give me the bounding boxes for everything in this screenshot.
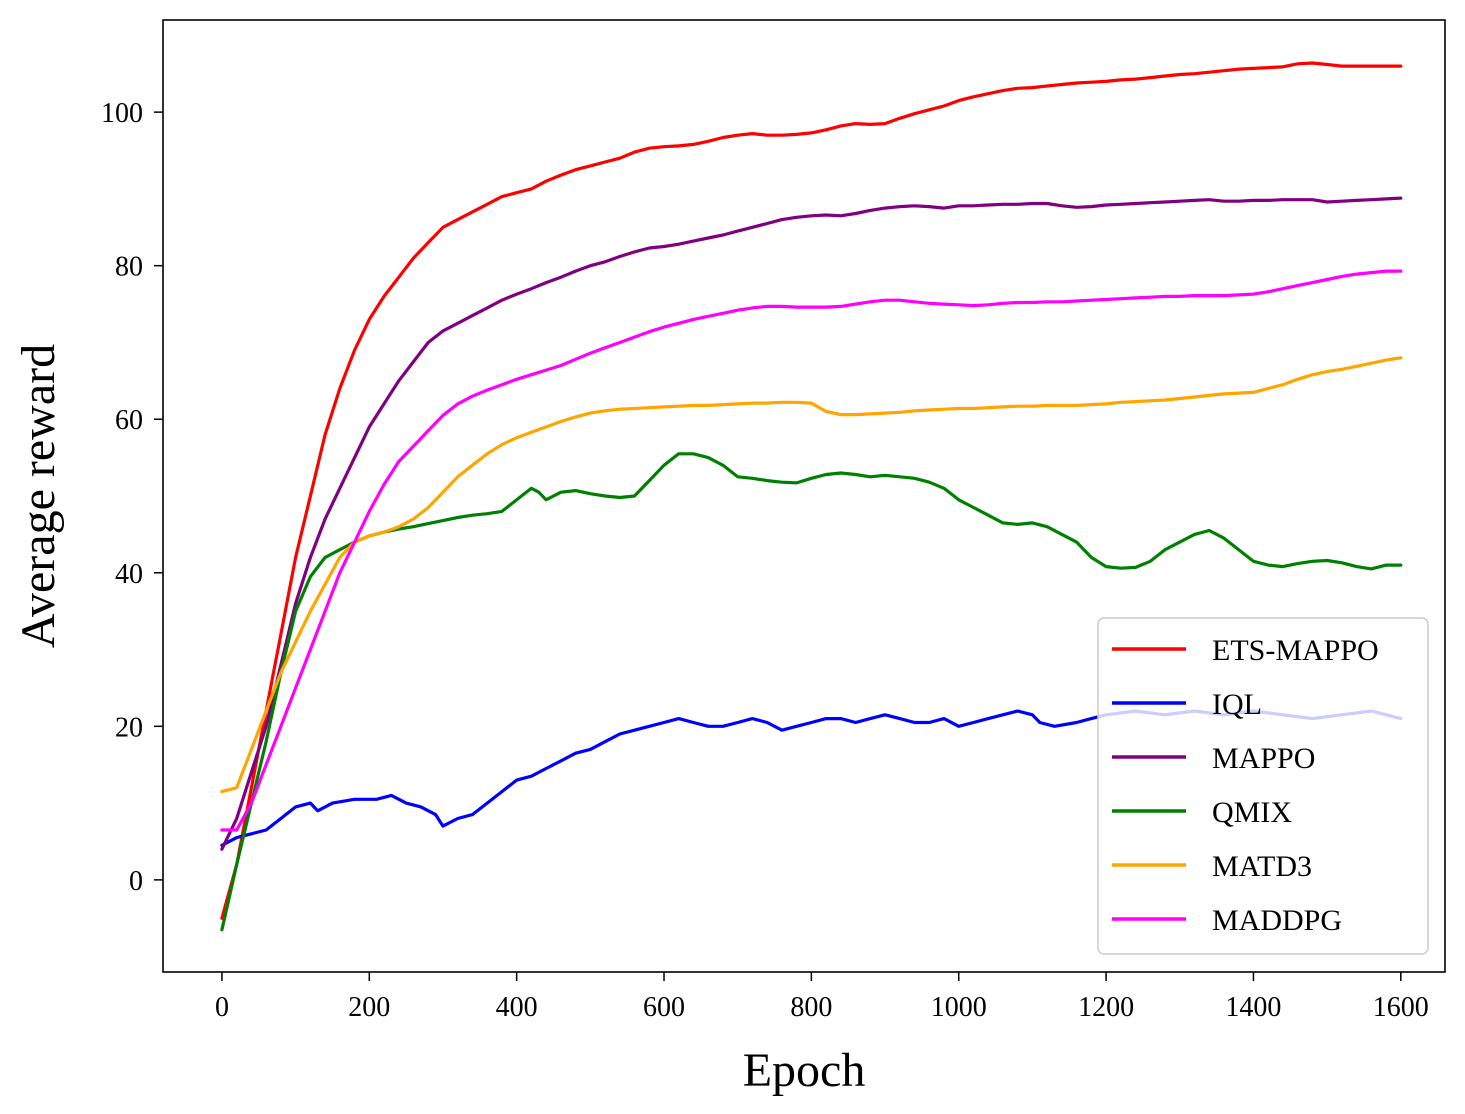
series-line-ets-mappo [220,61,1403,920]
legend: ETS-MAPPO IQL MAPPO QMIX MATD3 MADDPG [1097,617,1429,955]
series-line-mappo [220,196,1403,851]
x-tick-label: 1200 [1078,992,1134,1023]
legend-label: MADDPG [1212,904,1342,937]
x-tick-label: 600 [643,992,685,1023]
x-tick-label: 800 [790,992,832,1023]
series-line-iql [220,709,1403,847]
y-tick-label: 40 [115,559,143,590]
series-line-maddpg [220,269,1403,832]
x-tick-label: 200 [348,992,390,1023]
x-tick-label: 1600 [1373,992,1429,1023]
y-tick-label: 60 [115,405,143,436]
y-tick-label: 20 [115,712,143,743]
y-axis: 0 20 40 60 80 100 [101,98,163,897]
x-tick-label: 1000 [931,992,987,1023]
series-line-qmix [220,452,1403,932]
x-axis-label: Epoch [743,1044,866,1097]
legend-label: MAPPO [1212,742,1315,775]
y-tick-label: 80 [115,252,143,283]
x-axis: 0 200 400 600 800 1000 1200 1400 1600 [215,972,1429,1023]
legend-label: ETS-MAPPO [1212,634,1379,667]
legend-label: IQL [1212,688,1262,721]
series-line-matd3 [220,356,1403,794]
plot-frame [162,19,1446,973]
y-axis-label: Average reward [12,344,65,648]
x-tick-label: 0 [215,992,229,1023]
legend-label: QMIX [1212,796,1292,829]
x-tick-label: 400 [496,992,538,1023]
x-tick-label: 1400 [1225,992,1281,1023]
series-layer [220,61,1403,932]
y-tick-label: 0 [129,866,143,897]
legend-label: MATD3 [1212,850,1312,883]
y-tick-label: 100 [101,98,143,129]
